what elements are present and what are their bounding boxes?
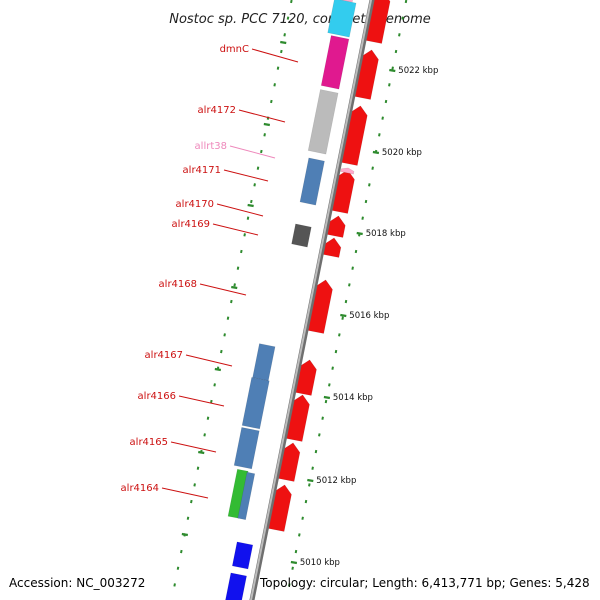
gene-feature xyxy=(252,343,276,382)
gene-label-alr4168: alr4168 xyxy=(159,279,197,290)
tick-marks xyxy=(170,0,408,600)
gene-feature xyxy=(340,167,355,175)
gene-feature xyxy=(225,572,247,600)
gene-label-alr4166: alr4166 xyxy=(138,391,176,402)
tick-line-left-major xyxy=(263,122,271,127)
gene-label-leader xyxy=(223,169,269,182)
gene-feature xyxy=(237,471,256,521)
gene-label-leader xyxy=(199,283,247,296)
gene-feature xyxy=(231,541,254,570)
tick-line-left-major xyxy=(247,203,254,208)
tick-line-right-major xyxy=(356,231,363,236)
scale-label: 5014 kbp xyxy=(333,393,373,403)
gene-label-leader xyxy=(238,109,286,123)
gene-label-alr4169: alr4169 xyxy=(172,219,210,230)
backbone-line xyxy=(249,0,375,600)
tick-line-right-major xyxy=(389,68,396,73)
gene-label-leader xyxy=(161,487,209,499)
gene-feature xyxy=(327,0,357,38)
tick-line-left-major xyxy=(198,450,205,455)
gene-labels: dmnC alr4172 allrt38 alr4171 alr4170 alr4169 a… xyxy=(121,44,299,499)
gene-label-leader xyxy=(178,395,225,407)
tick-line-left-major xyxy=(214,367,222,372)
gene-feature xyxy=(339,0,353,3)
accession-text: Accession: NC_003272 xyxy=(9,576,145,590)
gene-label-alr4171: alr4171 xyxy=(183,165,221,176)
tick-line-left-major xyxy=(181,532,189,537)
gene-label-leader xyxy=(212,223,259,236)
tick-line-right-major xyxy=(323,395,331,400)
gene-label-alr4164: alr4164 xyxy=(121,483,159,494)
gene-label-alr4167: alr4167 xyxy=(145,350,183,361)
tick-line-right-major xyxy=(372,150,380,155)
scale-label: 5022 kbp xyxy=(398,66,438,76)
backbone-highlight xyxy=(249,0,373,600)
gene-label-alr4172: alr4172 xyxy=(198,105,236,116)
scale-label: 5010 kbp xyxy=(300,558,340,568)
tick-line-left-major xyxy=(280,40,287,45)
gene-label-leader xyxy=(229,145,276,159)
gene-feature xyxy=(233,427,260,470)
gene-feature xyxy=(291,223,312,248)
tick-line-right xyxy=(285,0,408,600)
gene-label-allrt38: allrt38 xyxy=(195,141,227,152)
gene-label-alr4170: alr4170 xyxy=(176,199,214,210)
gene-label-leader xyxy=(251,48,299,63)
gene-label-dmnc: dmnC xyxy=(220,44,249,55)
tick-line-right-major xyxy=(290,560,298,565)
gene-label-leader xyxy=(185,354,233,367)
map-title: Nostoc sp. PCC 7120, complete genome xyxy=(169,12,431,27)
gene-feature xyxy=(241,377,270,430)
scale-label: 5018 kbp xyxy=(366,229,406,239)
tick-line-right-major xyxy=(340,313,347,318)
gene-feature xyxy=(299,157,325,206)
gene-features xyxy=(225,0,391,600)
gene-label-alr4165: alr4165 xyxy=(130,437,168,448)
scale-labels: 5022 kbp 5020 kbp 5018 kbp 5016 kbp 5014 kbp… xyxy=(300,66,438,568)
tick-line-left-major xyxy=(231,285,238,290)
gene-label-leader xyxy=(216,203,264,217)
scale-label: 5012 kbp xyxy=(316,476,356,486)
gene-label-leader xyxy=(170,441,217,453)
scale-label: 5016 kbp xyxy=(349,311,389,321)
scale-label: 5020 kbp xyxy=(382,148,422,158)
tick-line-right-major xyxy=(307,478,314,483)
gene-feature xyxy=(320,35,350,90)
gene-feature xyxy=(307,89,339,155)
topology-text: Topology: circular; Length: 6,413,771 bp… xyxy=(259,576,590,590)
